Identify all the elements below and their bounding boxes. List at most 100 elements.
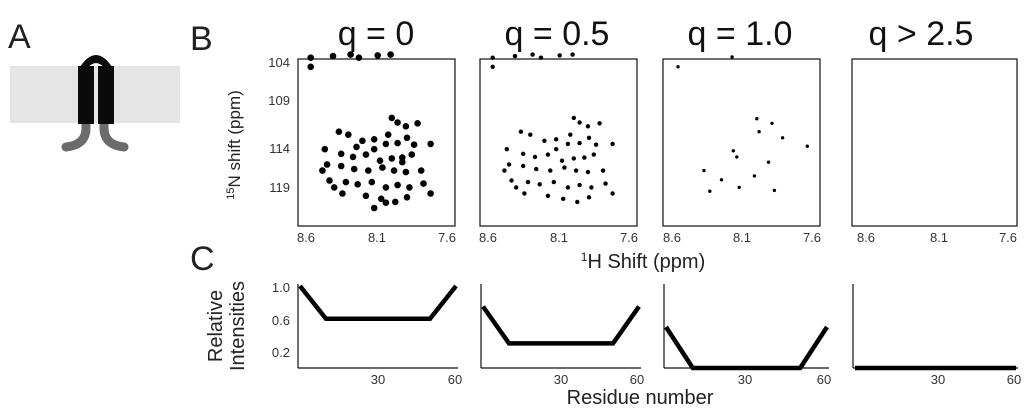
protein-tail-right: [99, 113, 129, 152]
nmr-peak: [354, 181, 362, 188]
nmr-peak: [805, 144, 809, 148]
intensity-x-ticks: 30 60 30 60 30 60 30 60: [371, 372, 1021, 387]
intensity-y-axis-label-line2: Intensities: [227, 281, 249, 371]
membrane-band: [10, 66, 180, 123]
nmr-peak: [382, 199, 390, 206]
nmr-peak: [362, 151, 370, 158]
nmr-peak: [757, 130, 761, 134]
nmr-peak: [339, 190, 346, 197]
nmr-peak: [504, 147, 509, 152]
nmr-peak: [365, 167, 372, 174]
nmr-peak: [530, 52, 535, 57]
nmr-peak: [597, 121, 602, 126]
nmr-peak: [382, 140, 390, 148]
intensity-y-ticks: 1.0 0.6 0.2: [272, 280, 290, 360]
nmr-peak: [565, 141, 571, 147]
y-tick-label: 0.6: [272, 313, 290, 328]
spectrum-frame-2: [479, 58, 638, 227]
nmr-peak: [586, 195, 592, 200]
nmr-peak: [337, 162, 345, 170]
nmr-peak: [545, 152, 551, 157]
panel-b-label: B: [190, 20, 213, 58]
nmr-peak: [591, 152, 596, 157]
nmr-peak: [323, 161, 331, 168]
nmr-peak: [521, 151, 526, 156]
x-tick-label: 8.1: [550, 230, 568, 245]
x-tick-label: 8.1: [733, 230, 751, 245]
nmr-peak: [388, 114, 396, 122]
intensity-curve: [298, 284, 458, 322]
nmr-peak: [772, 188, 777, 193]
y-axis-label-superscript: 15: [225, 188, 237, 200]
spectrum-frame-4: [851, 58, 1018, 227]
spectrum-frame-1: [297, 58, 456, 227]
x-tick-label: 8.6: [479, 230, 497, 245]
nmr-peak: [490, 64, 495, 70]
nmr-peak: [603, 181, 608, 186]
nmr-peak: [575, 199, 580, 205]
x-tick-label: 60: [630, 372, 644, 387]
x-axis-label-text: H Shift (ppm): [587, 251, 705, 273]
nmr-peak: [559, 158, 565, 163]
nmr-peak: [570, 52, 575, 57]
nmr-peak: [577, 140, 582, 146]
nmr-peak: [554, 137, 559, 142]
nmr-peak: [335, 128, 343, 135]
x-tick-label: 7.6: [620, 230, 638, 245]
nmr-peak: [399, 154, 406, 161]
nmr-peak: [551, 179, 556, 185]
nmr-peak: [542, 138, 547, 143]
nmr-peak: [522, 191, 527, 196]
nmr-peak: [321, 145, 329, 153]
nmr-peak: [374, 52, 382, 59]
nmr-peak: [384, 131, 392, 138]
x-tick-label: 8.1: [930, 230, 948, 245]
nmr-peak: [326, 177, 333, 184]
intensity-curves: [298, 284, 1016, 371]
nmr-peak: [402, 168, 410, 176]
nmr-peak: [577, 182, 582, 188]
nmr-peak: [379, 164, 386, 171]
nmr-peak: [554, 147, 559, 152]
nmr-peak: [337, 150, 345, 158]
nmr-peak: [534, 166, 539, 172]
spectrum-x-axis-label: 1H Shift (ppm): [581, 250, 706, 273]
panel-c-label: C: [190, 240, 215, 278]
x-tick-label: 30: [931, 372, 945, 387]
nmr-peak: [708, 189, 712, 193]
nmr-peak: [370, 204, 378, 212]
nmr-peak: [573, 168, 579, 173]
panel-a: A: [8, 18, 180, 152]
nmr-peak: [528, 132, 533, 137]
nmr-peak: [394, 181, 401, 189]
x-tick-label: 60: [1007, 372, 1021, 387]
spectrum-title-4: q > 2.5: [869, 15, 974, 53]
y-tick-label: 109: [268, 93, 290, 108]
nmr-peak: [538, 55, 544, 60]
nmr-peak: [410, 141, 418, 148]
nmr-peak: [565, 185, 571, 190]
nmr-peak: [392, 198, 399, 206]
nmr-peak: [593, 142, 599, 147]
nmr-peak: [755, 117, 759, 121]
nmr-peak: [518, 129, 524, 134]
nmr-peak: [349, 153, 357, 161]
nmr-peak: [394, 139, 401, 147]
nmr-peak: [359, 137, 366, 145]
spectrum-y-ticks: 104 109 114 119: [268, 55, 290, 195]
x-tick-label: 30: [738, 372, 752, 387]
nmr-peak: [582, 155, 587, 160]
nmr-peak: [585, 124, 591, 129]
nmr-peak: [545, 193, 551, 198]
nmr-peak: [403, 194, 411, 201]
nmr-peak: [525, 179, 531, 185]
nmr-peak: [537, 182, 542, 187]
y-axis-label-text: N shift (ppm): [225, 90, 244, 187]
nmr-peak: [408, 151, 416, 158]
nmr-peak: [730, 55, 734, 59]
nmr-peak: [329, 52, 337, 60]
x-tick-label: 30: [371, 372, 385, 387]
nmr-peak: [577, 120, 582, 125]
nmr-peak: [347, 51, 354, 58]
